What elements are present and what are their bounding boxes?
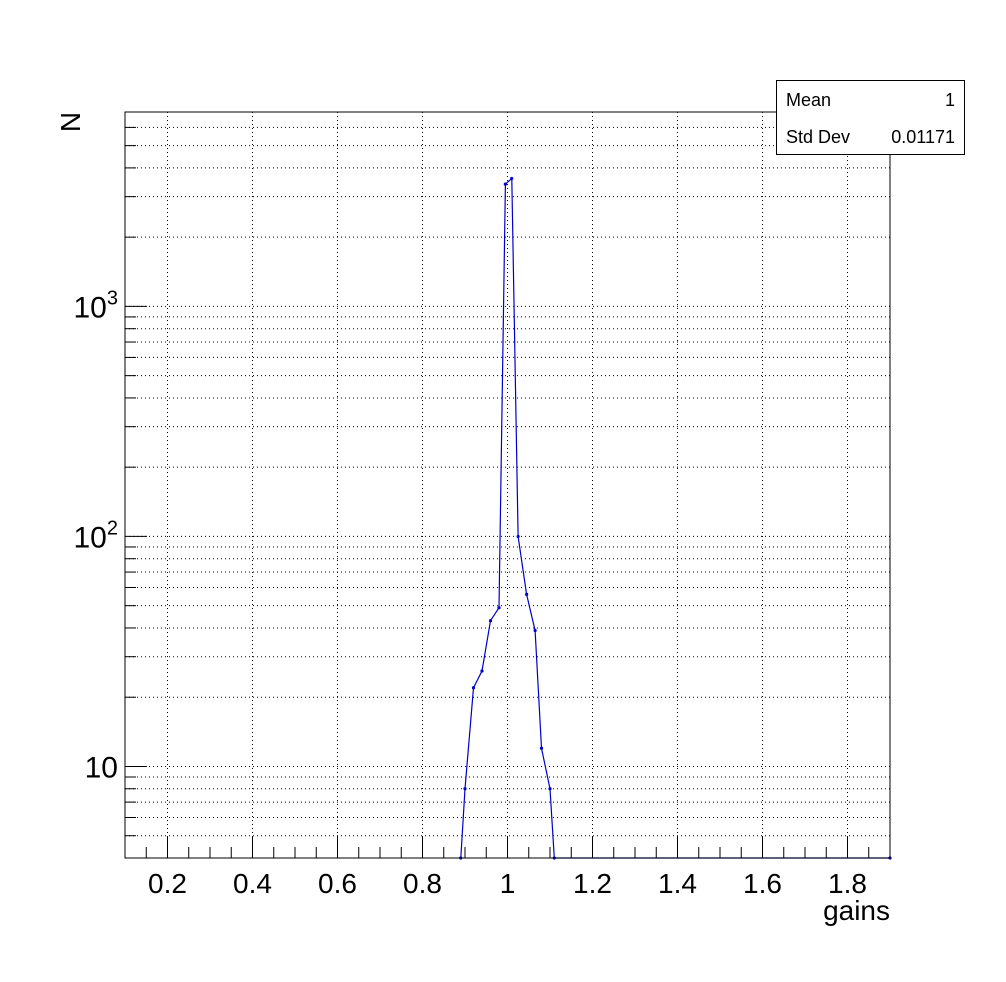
data-point (533, 628, 537, 633)
data-point (510, 176, 514, 181)
x-tick-label: 0.8 (403, 868, 442, 899)
x-tick-label: 0.4 (233, 868, 272, 899)
y-tick-label: 102 (74, 517, 119, 554)
data-point (525, 592, 529, 596)
x-tick-label: 1 (500, 868, 516, 899)
data-point (480, 669, 484, 673)
data-point (539, 746, 544, 750)
data-point (548, 787, 552, 791)
x-tick-label: 1.4 (658, 868, 697, 899)
stats-row-mean: Mean 1 (786, 90, 955, 111)
data-point (503, 182, 507, 186)
x-axis-title: gains (823, 895, 890, 926)
y-axis-title: N (55, 112, 86, 132)
y-tick-label: 103 (74, 287, 119, 324)
data-point (497, 606, 501, 610)
series-layer (459, 176, 892, 860)
data-point (488, 619, 493, 623)
x-tick-label: 1.6 (743, 868, 782, 899)
data-point (516, 534, 520, 539)
std-dev-value: 0.01171 (891, 127, 955, 147)
mean-value: 1 (944, 90, 955, 110)
plot-frame (124, 111, 891, 859)
stats-box: Mean 1 Std Dev 0.01171 (776, 80, 965, 155)
std-dev-label: Std Dev (786, 127, 851, 147)
grid (125, 111, 890, 859)
mean-label: Mean (786, 90, 832, 110)
data-point (463, 787, 467, 791)
x-tick-label: 0.6 (318, 868, 357, 899)
series-line (460, 177, 890, 859)
x-tick-label: 0.2 (148, 868, 187, 899)
stats-row-std-dev: Std Dev 0.01171 (786, 127, 955, 148)
x-tick-label: 1.8 (828, 868, 867, 899)
y-tick-label: 10 (85, 751, 118, 784)
x-tick-label: 1.2 (573, 868, 612, 899)
data-point (471, 686, 476, 690)
axis-labels: 0.2 0.4 0.6 0.8 1 1.2 1.4 1.6 1.8 10 102 103 (74, 287, 867, 899)
